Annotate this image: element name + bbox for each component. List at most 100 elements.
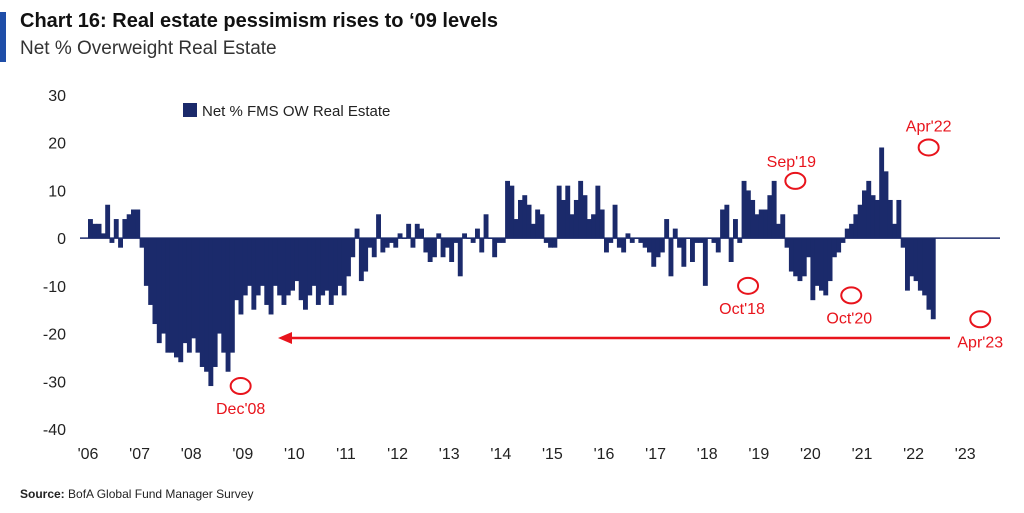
bar (724, 204, 730, 239)
y-tick-label: -20 (43, 327, 66, 344)
bar (371, 238, 377, 258)
bar (892, 223, 897, 239)
bar (647, 238, 652, 253)
bar (457, 238, 463, 277)
bar (702, 238, 708, 286)
bar (148, 238, 154, 305)
bar (333, 238, 338, 296)
bar (862, 190, 867, 239)
bar (552, 238, 558, 248)
bar (806, 238, 811, 258)
bar (294, 238, 300, 282)
bar (905, 238, 910, 291)
bar (264, 238, 270, 305)
x-tick-label: '12 (387, 446, 408, 463)
bar (367, 238, 373, 248)
x-axis: '06 '07 '08 '09 '10 '11 '12 '13 '14 '15 '16 '17 '18 '… (78, 446, 976, 463)
bar (118, 238, 123, 248)
bar (784, 238, 790, 248)
bar (870, 195, 876, 239)
annotation-label: Apr'22 (906, 118, 952, 135)
bar (728, 238, 734, 262)
bar (776, 223, 781, 239)
bar (664, 219, 670, 239)
bar (285, 238, 291, 296)
bar (208, 238, 214, 387)
bar (913, 238, 919, 282)
bar (616, 238, 622, 248)
bar (681, 238, 687, 267)
bar (212, 238, 218, 367)
y-tick-label: 10 (48, 183, 66, 200)
bar (453, 238, 459, 243)
chart-title: Chart 16: Real estate pessimism rises to… (20, 10, 499, 32)
bar (470, 238, 476, 243)
x-tick-label: '17 (645, 446, 666, 463)
bar (518, 199, 523, 239)
bar (737, 238, 743, 243)
bar (758, 209, 764, 239)
bar (324, 238, 330, 291)
bar (354, 228, 360, 239)
bar (767, 195, 773, 239)
bar (109, 238, 115, 243)
bar (763, 209, 768, 239)
bar (161, 238, 166, 334)
bar (143, 238, 149, 286)
bar (328, 238, 334, 305)
annotation-circle (917, 138, 940, 157)
x-tick-label: '10 (284, 446, 305, 463)
y-tick-label: -10 (43, 279, 66, 296)
bar (260, 238, 265, 286)
x-tick-label: '21 (852, 446, 873, 463)
x-tick-label: '22 (903, 446, 924, 463)
bar (113, 219, 119, 239)
bar (195, 238, 201, 353)
bar (436, 233, 442, 239)
bar (513, 219, 519, 239)
bar (599, 209, 605, 239)
bar (186, 238, 192, 353)
bar (479, 238, 485, 253)
bar (900, 238, 906, 248)
bar (771, 180, 777, 239)
bar (410, 238, 416, 248)
bar (578, 180, 584, 239)
bar (363, 238, 369, 272)
bar (509, 185, 515, 239)
bar (496, 238, 502, 243)
bar (475, 228, 480, 239)
bar (750, 199, 756, 239)
bar (217, 238, 222, 334)
bar (659, 238, 665, 253)
y-tick-label: 20 (48, 136, 66, 153)
bar (315, 238, 321, 305)
bar (255, 238, 261, 296)
bar (543, 238, 549, 243)
annotation-label: Oct'18 (719, 301, 765, 318)
annotation-circle (784, 171, 807, 190)
bar (139, 238, 145, 248)
legend: Net % FMS OW Real Estate (183, 103, 390, 120)
bar (573, 199, 579, 239)
annotation-circle (969, 310, 992, 329)
bar (376, 214, 381, 239)
bar (397, 233, 403, 239)
legend-swatch (183, 103, 197, 117)
source-note: Source: BofA Global Fund Manager Survey (20, 487, 253, 501)
x-tick-label: '08 (181, 446, 202, 463)
bar (380, 238, 386, 253)
bar (677, 238, 682, 248)
bar (629, 238, 635, 243)
bar (281, 238, 287, 305)
bar (178, 238, 184, 363)
bar (827, 238, 833, 282)
bar (88, 219, 93, 239)
bar (853, 214, 859, 239)
bar (595, 185, 601, 239)
bar (238, 238, 244, 315)
bar (810, 238, 816, 301)
bar (307, 238, 313, 296)
bar (100, 233, 106, 239)
